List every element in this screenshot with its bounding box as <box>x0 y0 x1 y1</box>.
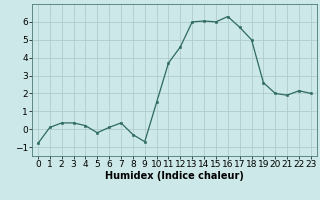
X-axis label: Humidex (Indice chaleur): Humidex (Indice chaleur) <box>105 171 244 181</box>
